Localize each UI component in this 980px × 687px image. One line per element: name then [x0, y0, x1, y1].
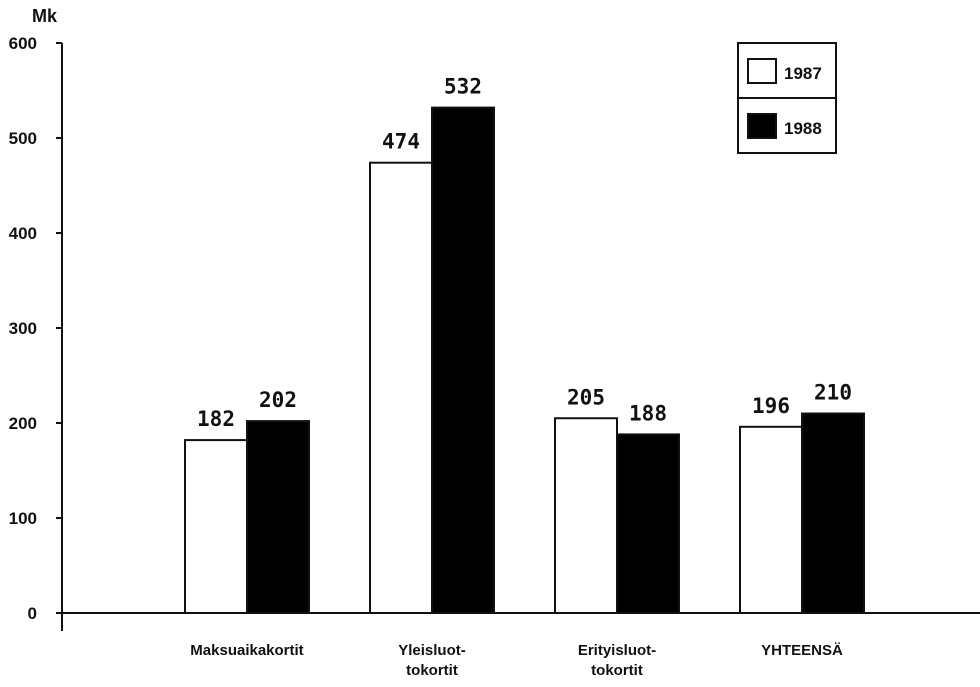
- legend-label-1987: 1987: [784, 64, 822, 83]
- bar-1988-1: [431, 106, 495, 614]
- data-label-1988-3: 210: [814, 381, 852, 405]
- data-label-1988-0: 202: [259, 388, 297, 412]
- legend-swatch-1988: [747, 113, 777, 139]
- y-tick-label-1: 100: [9, 509, 37, 528]
- data-label-1987-3: 196: [752, 394, 790, 418]
- y-tick-label-5: 500: [9, 129, 37, 148]
- category-label-2-0: Erityisluot-: [578, 642, 656, 659]
- bar-1987-2: [554, 417, 618, 614]
- category-labels: Maksuaikakortit Yleisluot-tokortit Erityis…: [190, 642, 843, 679]
- bar-1988-0: [246, 420, 310, 614]
- y-tick-label-0: 0: [28, 604, 37, 623]
- data-label-1987-0: 182: [197, 407, 235, 431]
- bar-1988-3: [801, 412, 865, 614]
- legend: 1987 1988: [737, 42, 837, 154]
- data-label-1987-1: 474: [382, 130, 420, 154]
- category-label-2-1: tokortit: [591, 662, 643, 679]
- y-unit-label: Mk: [32, 6, 58, 26]
- legend-swatch-1987: [747, 58, 777, 84]
- legend-label-1988: 1988: [784, 119, 822, 138]
- bar-1987-0: [184, 439, 248, 614]
- bar-1988-2: [616, 433, 680, 614]
- y-tick-label-6: 600: [9, 34, 37, 53]
- bar-1987-3: [739, 425, 803, 614]
- y-tick-label-2: 200: [9, 414, 37, 433]
- y-tick-label-3: 300: [9, 319, 37, 338]
- y-tick-label-4: 400: [9, 224, 37, 243]
- bars: [184, 106, 865, 614]
- data-label-1988-1: 532: [444, 75, 482, 99]
- category-label-0-0: Maksuaikakortit: [190, 642, 303, 659]
- data-label-1988-2: 188: [629, 401, 667, 425]
- category-label-3-0: YHTEENSÄ: [761, 642, 843, 659]
- category-label-1-1: tokortit: [406, 662, 458, 679]
- bar-1987-1: [369, 161, 433, 614]
- data-labels: 182 202 474 532 205 188 196 210: [197, 75, 852, 432]
- data-label-1987-2: 205: [567, 385, 605, 409]
- category-label-1-0: Yleisluot-: [398, 642, 466, 659]
